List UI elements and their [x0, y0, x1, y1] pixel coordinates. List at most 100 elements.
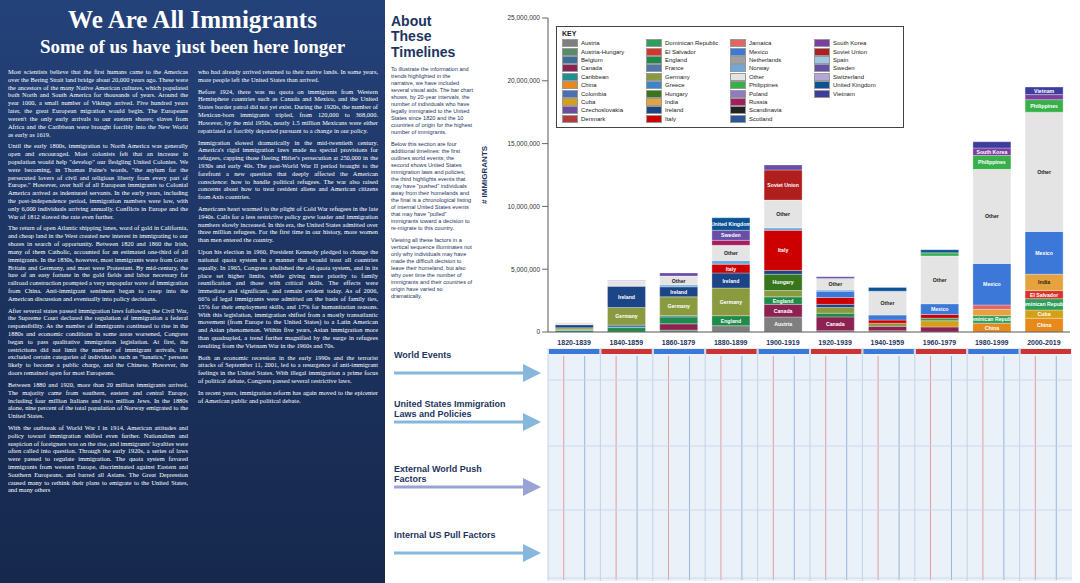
svg-text:1940-1959: 1940-1959: [871, 339, 905, 346]
svg-text:Ireland: Ireland: [670, 289, 687, 295]
svg-text:10,000,000: 10,000,000: [507, 203, 540, 210]
svg-text:Germany: Germany: [615, 313, 638, 319]
svg-text:Dominican Republic: Dominican Republic: [967, 316, 1017, 322]
svg-text:Other: Other: [672, 278, 686, 284]
html-text:Ireland: Ireland: [665, 107, 684, 114]
svg-text:Italy: Italy: [726, 266, 736, 272]
svg-text:Germany: Germany: [667, 303, 690, 309]
svg-text:South Korea: South Korea: [976, 149, 1007, 155]
svg-text:0: 0: [536, 328, 540, 335]
html-text:With the outbreak of World War: With the outbreak of World War I in 1914…: [8, 423, 188, 494]
html-text:Jamaica: Jamaica: [749, 40, 772, 47]
html-text:France: France: [665, 65, 684, 72]
html-text:Austria: Austria: [581, 40, 600, 47]
svg-text:Mexico: Mexico: [983, 281, 1001, 287]
html-text:Mexico: Mexico: [749, 48, 768, 55]
svg-text:Other: Other: [1037, 169, 1051, 175]
html-text:After several states passed im: After several states passed immigration …: [8, 306, 188, 377]
svg-text:20,000,000: 20,000,000: [507, 77, 540, 84]
svg-text:Soviet Union: Soviet Union: [767, 182, 799, 188]
svg-text:Mexico: Mexico: [1035, 250, 1053, 256]
svg-text:25,000,000: 25,000,000: [507, 14, 540, 21]
svg-text:Canada: Canada: [826, 321, 845, 327]
svg-text:Ireland: Ireland: [618, 294, 635, 300]
html-text:who had already arrived return: who had already arrived returned to thei…: [198, 68, 378, 83]
svg-text:China: China: [1037, 322, 1052, 328]
html-text:El Salvador: El Salvador: [665, 48, 696, 55]
html-text:About These Timelines: About These Timelines: [391, 13, 456, 60]
html-text:Cuba: Cuba: [581, 98, 596, 105]
svg-text:Mexico: Mexico: [931, 306, 949, 312]
svg-text:1900-1919: 1900-1919: [766, 339, 800, 346]
html-text:KEY: KEY: [562, 30, 577, 37]
svg-text:United Kingdom: United Kingdom: [711, 221, 751, 227]
svg-text:Other: Other: [933, 277, 947, 283]
html-text:Colombia: Colombia: [581, 90, 607, 97]
svg-text:1860-1879: 1860-1879: [662, 339, 696, 346]
svg-text:Austria: Austria: [774, 321, 792, 327]
svg-text:1820-1839: 1820-1839: [557, 339, 591, 346]
html-text:Both an economic recession in: Both an economic recession in the early …: [198, 353, 378, 385]
svg-text:Other: Other: [776, 211, 790, 217]
html-text:Until the early 1800s, immigra: Until the early 1800s, immigration to No…: [8, 142, 188, 220]
svg-text:Hungary: Hungary: [773, 279, 794, 285]
svg-text:El Salvador: El Salvador: [1030, 292, 1058, 298]
html-text:Viewing all these factors in a: Viewing all these factors in a vertical …: [391, 236, 473, 299]
html-text:World Events: World Events: [394, 350, 452, 360]
html-text:Greece: Greece: [665, 82, 685, 89]
html-text:Caribbean: Caribbean: [581, 73, 609, 80]
svg-text:# IMMIGRANTS: # IMMIGRANTS: [480, 145, 489, 204]
html-text:In recent years, immigration r: In recent years, immigration reform has …: [198, 388, 378, 404]
svg-text:Cuba: Cuba: [1038, 311, 1051, 317]
html-text:Before 1924, there was no quot: Before 1924, there was no quota on immig…: [198, 87, 378, 134]
svg-text:1980-1999: 1980-1999: [975, 339, 1009, 346]
html-text:Germany: Germany: [665, 73, 690, 80]
svg-text:Other: Other: [881, 300, 895, 306]
svg-text:China: China: [985, 325, 1000, 331]
html-text:Czechoslovakia: Czechoslovakia: [581, 107, 623, 114]
svg-text:Philippines: Philippines: [978, 159, 1006, 165]
html-text:Austria-Hungary: Austria-Hungary: [581, 48, 625, 55]
svg-text:Vietnam: Vietnam: [1034, 88, 1054, 94]
html-text:We Are All Immigrants: We Are All Immigrants: [68, 6, 317, 33]
svg-text:Italy: Italy: [778, 247, 788, 253]
svg-text:2000-2019: 2000-2019: [1027, 339, 1061, 346]
html-text:To illustrate the information: To illustrate the information and trends…: [391, 66, 473, 135]
html-text:Denmark: Denmark: [581, 115, 606, 122]
html-text:Internal US Pull Factors: Internal US Pull Factors: [394, 530, 496, 540]
html-text:Dominican Republic: Dominican Republic: [665, 40, 719, 47]
svg-text:Other: Other: [828, 281, 842, 287]
svg-text:Germany: Germany: [720, 299, 743, 305]
svg-text:1960-1979: 1960-1979: [923, 339, 957, 346]
html-text:United States Immigration Laws: United States Immigration Laws and Polic…: [394, 399, 506, 419]
html-text:External World Push Factors: External World Push Factors: [394, 464, 482, 484]
html-text:Americans heart warmed to the: Americans heart warmed to the plight of …: [198, 205, 378, 244]
html-text:The return of open Atlantic sh: The return of open Atlantic shipping lan…: [8, 224, 188, 302]
html-text:Italy: Italy: [665, 115, 676, 122]
svg-text:Sweden: Sweden: [721, 232, 741, 238]
svg-text:Ireland: Ireland: [722, 278, 739, 284]
svg-text:Philippines: Philippines: [1030, 103, 1058, 109]
svg-text:Other: Other: [724, 250, 738, 256]
html-text:Upon his election in 1960, Pre: Upon his election in 1960, President Ken…: [198, 248, 378, 349]
svg-text:Dominican Republic: Dominican Republic: [1019, 301, 1069, 307]
html-text:Most scientists believe that t: Most scientists believe that the first h…: [8, 68, 188, 138]
html-text:India: India: [665, 98, 678, 105]
html-text:Some of us have just been here: Some of us have just been here longer: [39, 36, 346, 57]
svg-text:1840-1859: 1840-1859: [610, 339, 644, 346]
svg-text:Other: Other: [985, 213, 999, 219]
svg-text:5,000,000: 5,000,000: [511, 266, 540, 273]
html-text:Immigration slowed dramaticall: Immigration slowed dramatically in the m…: [198, 138, 378, 201]
svg-text:15,000,000: 15,000,000: [507, 140, 540, 147]
svg-text:Canada: Canada: [774, 308, 793, 314]
svg-text:1880-1899: 1880-1899: [714, 339, 748, 346]
svg-text:England: England: [773, 298, 793, 304]
html-text:Below this section are four ad: Below this section are four additional t…: [391, 141, 472, 231]
html-text:Hungary: Hungary: [665, 90, 688, 97]
svg-text:India: India: [1038, 279, 1050, 285]
html-text:Canada: Canada: [581, 65, 602, 72]
html-text:Between 1880 and 1920, more th: Between 1880 and 1920, more than 20 mill…: [8, 380, 188, 420]
svg-text:1920-1939: 1920-1939: [818, 339, 852, 346]
html-text:China: China: [581, 82, 597, 89]
svg-text:England: England: [721, 318, 741, 324]
